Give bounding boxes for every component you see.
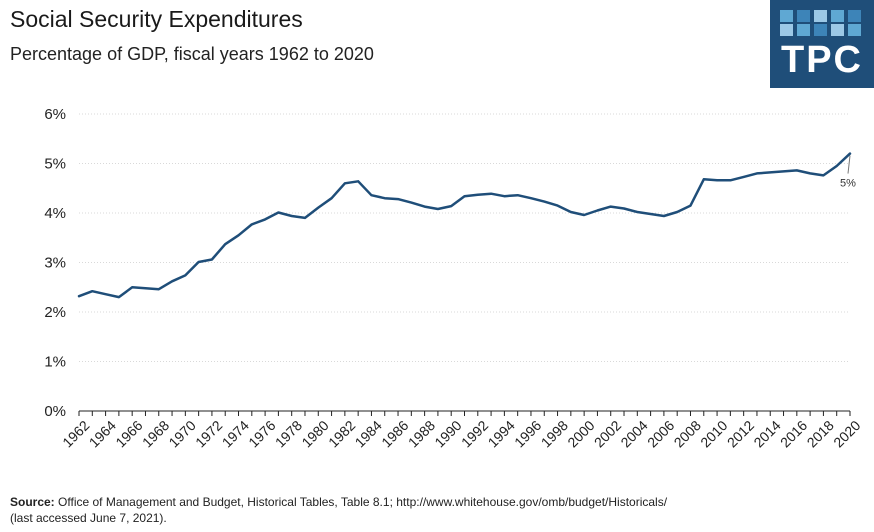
x-tick-label: 1978 (272, 417, 305, 450)
x-tick-label: 1980 (298, 417, 331, 450)
source-note: Source: Office of Management and Budget,… (10, 494, 870, 526)
x-tick-label: 1990 (431, 417, 464, 450)
x-tick-label: 2010 (697, 417, 730, 450)
x-tick-label: 2000 (564, 417, 597, 450)
x-tick-label: 2008 (671, 417, 704, 450)
x-tick-label: 2012 (724, 417, 757, 450)
annotation-label: 5% (840, 178, 856, 190)
x-tick-label: 2020 (830, 417, 863, 450)
logo-tile (814, 10, 827, 22)
x-tick-label: 2004 (617, 417, 650, 450)
x-tick-label: 1982 (325, 417, 358, 450)
x-tick-label: 1986 (378, 417, 411, 450)
x-tick-label: 1964 (86, 417, 119, 450)
x-tick-label: 1970 (165, 417, 198, 450)
logo-tile (831, 24, 844, 36)
x-tick-label: 2002 (591, 417, 624, 450)
y-tick-label: 1% (44, 354, 66, 371)
line-chart: 0%1%2%3%4%5%6%19621964196619681970197219… (44, 106, 863, 451)
x-tick-label: 1992 (458, 417, 491, 450)
y-tick-label: 5% (44, 156, 66, 173)
logo-tile (797, 24, 810, 36)
x-tick-label: 1974 (219, 417, 252, 450)
logo-tile (848, 24, 861, 36)
source-text-2: (last accessed June 7, 2021). (10, 511, 167, 525)
annotation-leader (847, 155, 851, 174)
y-tick-label: 2% (44, 304, 66, 321)
tpc-logo: TPC (770, 0, 874, 88)
chart-title: Social Security Expenditures (10, 6, 303, 32)
y-tick-label: 6% (44, 106, 66, 123)
x-tick-label: 1972 (192, 417, 225, 450)
logo-tile (831, 10, 844, 22)
x-tick-label: 2018 (804, 417, 837, 450)
chart-subtitle: Percentage of GDP, fiscal years 1962 to … (10, 44, 374, 64)
x-tick-label: 1966 (112, 417, 145, 450)
logo-tile-grid (780, 10, 866, 37)
logo-tile (814, 24, 827, 36)
logo-tile (780, 10, 793, 22)
x-tick-label: 2006 (644, 417, 677, 450)
y-tick-label: 4% (44, 205, 66, 222)
logo-tile (780, 24, 793, 36)
x-tick-label: 1962 (59, 417, 92, 450)
x-tick-label: 2014 (750, 417, 783, 450)
source-text: Office of Management and Budget, Histori… (58, 495, 668, 509)
x-tick-label: 1994 (485, 417, 518, 450)
y-tick-label: 0% (44, 403, 66, 420)
logo-text: TPC (781, 39, 863, 81)
source-label: Source: (10, 495, 55, 509)
x-tick-label: 1988 (405, 417, 438, 450)
logo-tile (797, 10, 810, 22)
x-tick-label: 1996 (511, 417, 544, 450)
x-tick-label: 1968 (139, 417, 172, 450)
series-line (77, 152, 852, 299)
x-tick-label: 1984 (352, 417, 385, 450)
logo-tile (848, 10, 861, 22)
x-tick-label: 1976 (245, 417, 278, 450)
y-tick-label: 3% (44, 255, 66, 272)
x-tick-label: 2016 (777, 417, 810, 450)
x-tick-label: 1998 (538, 417, 571, 450)
